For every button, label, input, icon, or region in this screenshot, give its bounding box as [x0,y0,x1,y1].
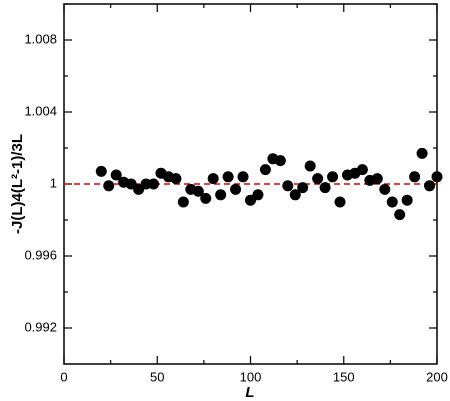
x-tick-label: 50 [150,369,164,384]
point [237,171,249,183]
x-tick-label: 200 [426,369,448,384]
point [282,180,294,192]
y-tick-label: 0.992 [24,319,57,334]
point [222,171,234,183]
y-tick-label: 0.996 [24,247,57,262]
point [297,182,309,194]
point [215,189,227,201]
point [110,169,122,181]
point [170,173,182,185]
point [371,173,383,185]
point [304,160,316,172]
y-tick-label: 1.004 [24,103,57,118]
point [289,189,301,201]
point [431,171,443,183]
point [148,178,160,190]
y-tick-label: 1.008 [24,31,57,46]
x-axis-title: L [245,384,254,401]
point [356,164,368,176]
point [416,147,428,159]
point [386,196,398,208]
point [192,185,204,197]
point [401,194,413,206]
point [207,173,219,185]
point [334,196,346,208]
point [252,189,264,201]
y-tick-label: 1 [50,175,57,190]
point [95,165,107,177]
x-tick-label: 150 [333,369,355,384]
point [319,182,331,194]
point [230,183,242,195]
point [409,171,421,183]
point [379,183,391,195]
x-tick-label: 100 [240,369,262,384]
point [259,164,271,176]
point [177,196,189,208]
point [312,173,324,185]
point [103,180,115,192]
point [424,180,436,192]
x-tick-label: 0 [60,369,67,384]
y-axis-title: -J(L)4(L²-1)/3L [9,134,26,234]
point [394,209,406,221]
point [327,171,339,183]
point [200,192,212,204]
point [274,155,286,167]
